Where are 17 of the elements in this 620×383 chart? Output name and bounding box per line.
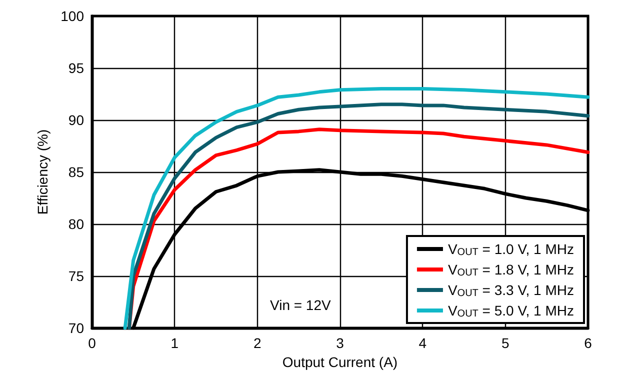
x-tick-label: 5: [501, 335, 510, 351]
x-tick-label: 4: [418, 335, 427, 351]
y-axis-title: Efficiency (%): [34, 129, 51, 215]
x-tick-label: 1: [170, 335, 179, 351]
x-tick-label: 0: [88, 335, 96, 351]
y-tick-label: 85: [68, 164, 84, 180]
x-tick-label: 6: [584, 335, 592, 351]
y-tick-label: 70: [68, 320, 84, 336]
y-tick-label: 95: [68, 60, 84, 76]
y-tick-label: 75: [68, 268, 84, 284]
y-tick-label: 100: [60, 8, 84, 24]
annotation: Vin = 12V: [270, 297, 332, 313]
y-tick-label: 90: [68, 112, 84, 128]
x-axis-title: Output Current (A): [282, 354, 398, 370]
x-tick-label: 2: [253, 335, 262, 351]
y-tick-label: 80: [68, 216, 84, 232]
x-tick-label: 3: [336, 335, 344, 351]
